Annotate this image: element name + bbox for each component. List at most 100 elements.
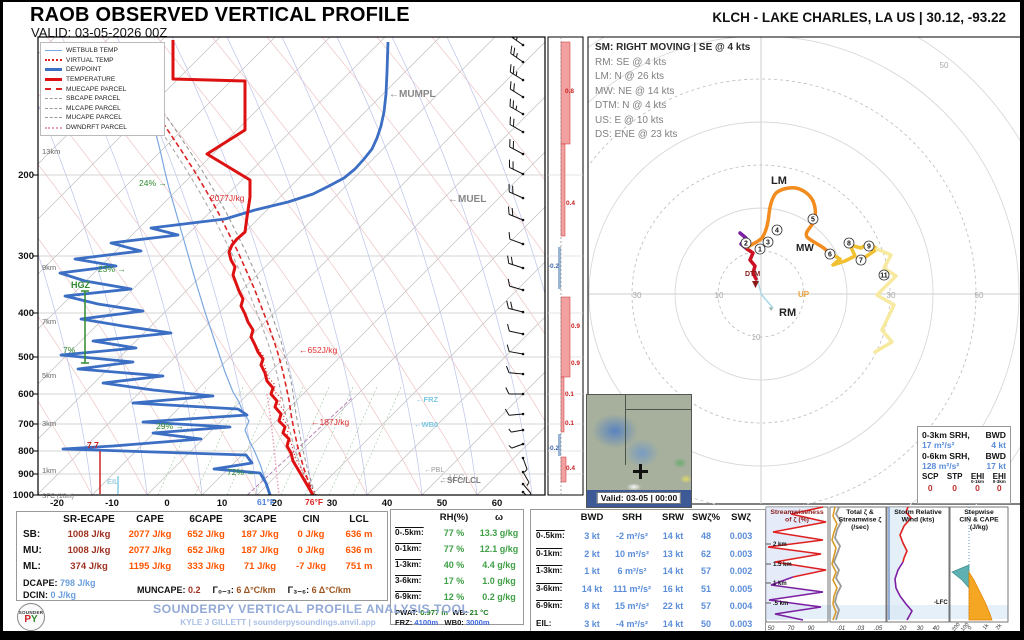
omega-header: ω [494,512,504,523]
up-label: UP [798,290,810,299]
table-cell: 187 J/kg [241,545,279,556]
row-label: 1-3km: [395,560,422,569]
muncape-value: 0.2 [188,585,201,595]
svg-text:300: 300 [18,251,34,262]
svg-text:4: 4 [775,228,779,235]
svg-text:1km: 1km [42,466,56,475]
us-line: US: E @ 10 kts [595,114,664,126]
svg-text:9km: 9km [42,263,56,272]
storm-motion-info: SM: RIGHT MOVING | SE @ 4 kts RM: SE @ 4… [595,41,750,143]
srh-0-3-value: 17 m²/s² [922,440,955,450]
table-cell: 14 kt [662,618,684,629]
svg-text:7km: 7km [42,317,56,326]
table-cell: 652 J/kg [187,529,225,540]
valid-time: VALID: 03-05-2026 00Z [31,25,168,40]
lfc-marker-label: -LFC [934,600,948,606]
table-cell: 17 % [443,576,465,586]
annotation-hgz: HGZ [71,280,91,290]
hodo-trace-9km-plus [873,247,898,354]
svg-text:13km: 13km [42,147,60,156]
svg-text:2 km: 2 km [773,542,787,548]
ehi1-sub: 0-1km [971,479,985,484]
dcin-value: 0 J/kg [50,590,77,600]
svg-text:0.9: 0.9 [571,323,580,330]
table-cell: 2077 J/kg [128,545,172,556]
table-cell: -2 m²/s² [615,531,648,541]
svg-text:1000: 1000 [13,490,34,501]
table-cell: 16 kt [662,583,684,594]
svg-text:Streamwise ζ: Streamwise ζ [839,517,883,524]
table-cell: 4.4 g/kg [482,560,516,570]
ehi1-header: EHI [970,472,985,481]
svg-text:3: 3 [766,240,770,247]
table-cell: 6 m²/s² [617,566,647,576]
svg-text:9: 9 [867,244,871,251]
table-cell: 3 kt [584,531,600,541]
svg-text:2: 2 [744,241,748,248]
surface-temp-label: 76°F [305,497,323,507]
svg-text:3km: 3km [42,419,56,428]
table-cell: 1008 J/kg [67,529,111,540]
svg-text:2k: 2k [995,623,1003,631]
hodo-trace-1-6km [745,186,832,255]
table-cell: 50 [700,618,711,629]
total-zeta-curve [833,506,843,621]
annotation-frz: ←FRZ [416,395,438,404]
pwat-label: PWAT: [395,608,419,617]
wb-label: WB: [452,608,468,617]
srh-0-6-label: 0-6km SRH, [922,451,970,461]
mucape-line-icon [45,117,62,119]
table-cell: 2 kt [584,548,600,559]
map-valid-label: Valid: 03-05 | 00:00 [596,492,682,504]
pressure-axis: 200 300 400 500 600 700 800 900 1000 [13,170,38,501]
svg-text:600: 600 [18,389,34,400]
sbcape-line-icon [45,98,62,100]
station-id: KLCH - LAKE CHARLES, LA US | 30.12, -93.… [712,10,1006,25]
table-cell: 636 m [345,529,373,540]
temperature-axis: -20 -10 0 10 20 30 40 50 60 [50,498,502,509]
annotation-sfc-lcl: ←SFC/LCL [439,476,481,485]
moisture-table: RH(%) ω 0-.5km: 77 % 13.3 g/kg 0-1km: 77… [390,509,524,627]
bwd-0-3-value: 4 kt [991,440,1006,450]
rm-line: RM: SE @ 4 kts [595,56,667,68]
row-label: 0-1km: [395,544,422,553]
mlcape-line-icon [45,107,62,109]
svg-text:.5 km: .5 km [773,601,788,607]
col-header: SR-ECAPE [63,514,115,525]
svg-text:10: 10 [752,333,761,342]
charts-svg: ←MUMPL ←MUEL 2077J/kg ←652J/kg ←187J/kg … [13,36,1020,631]
table-cell: 1 kt [584,566,600,576]
svg-text:200: 200 [18,170,34,181]
svg-text:1: 1 [758,247,762,254]
table-cell: -4 m²/s² [615,618,648,629]
skewt-border [37,36,546,496]
dcin-label: DCIN: [23,590,48,600]
svg-text:10: 10 [217,498,228,509]
annotation-pbl: ←PBL [424,467,444,474]
surface-dewpoint-label: 61°F [257,497,275,507]
svg-text:5km: 5km [42,371,56,380]
rh-header: RH(%) [439,512,469,523]
cape-area [968,570,993,621]
row-label: MU: [23,545,42,556]
svg-text:Total ζ &: Total ζ & [846,509,874,516]
col-header: SWζ% [691,512,721,523]
temperature-trace [171,40,315,495]
legend-label: WETBULB TEMP [66,47,118,55]
table-cell: 57 [700,566,711,576]
logo-text: SOUNDER [18,610,44,615]
col-header: SRW [662,512,684,523]
legend-label: TEMPERATURE [66,76,116,84]
svg-text:50: 50 [940,61,949,70]
table-cell: 0.003 [729,531,753,541]
svg-text:40: 40 [933,626,940,631]
ehi3-header: EHI [992,472,1006,481]
svg-text:.03: .03 [856,626,865,631]
mlcape-parcel-trace [100,46,312,495]
svg-text:0.9: 0.9 [571,360,580,367]
table-cell: 1195 J/kg [128,561,172,572]
table-cell: 57 [700,601,711,611]
svg-text:700: 700 [18,419,34,430]
